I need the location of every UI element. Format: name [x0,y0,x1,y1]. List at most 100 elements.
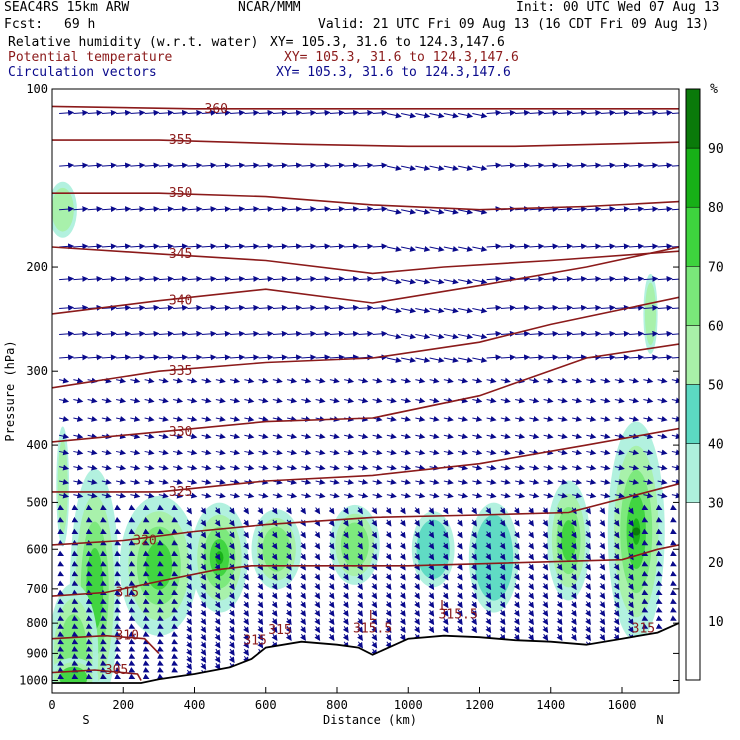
wind-vector [300,583,306,591]
wind-vector [599,633,606,641]
y-tick-label: 600 [26,542,48,556]
wind-vector [500,397,511,404]
theta-label-350: 350 [169,186,192,201]
wind-vector [585,542,591,550]
wind-vector [414,542,420,550]
wind-vector [57,598,65,604]
wind-vector [314,601,321,609]
wind-vector [186,633,192,641]
wind-vector [344,464,355,471]
wind-vector [629,304,645,311]
wind-vector [458,377,469,384]
wind-vector [73,464,84,471]
wind-vector [144,433,155,440]
wind-vector [613,601,620,609]
wind-vector [130,492,141,499]
wind-vector [230,492,241,499]
wind-vector [344,377,355,384]
wind-vector [300,633,306,641]
wind-vector [243,507,249,515]
wind-vector [357,553,363,561]
wind-vector [572,492,583,499]
wind-vector [443,112,459,119]
wind-vector [515,109,531,116]
wind-vector [586,377,597,384]
wind-vector [513,542,520,550]
wind-vector [142,539,150,546]
wind-vector [272,416,283,422]
wind-vector [386,377,397,384]
wind-vector [130,377,141,384]
wind-vector [142,516,150,523]
wind-vector [215,206,231,213]
wind-vector [572,206,588,213]
wind-vector [187,377,198,384]
wind-vector [443,449,454,456]
wind-vector [358,397,369,404]
colorbar-label: 40 [708,438,724,453]
wind-vector [485,563,492,571]
theta-line-335 [52,296,679,389]
wind-vector [372,449,383,456]
wind-vector [300,592,306,600]
wind-vector [87,354,103,361]
wind-vector [458,246,474,252]
wind-vector [187,162,203,169]
wind-vector [272,397,283,404]
wind-vector [287,330,303,337]
wind-vector [528,507,534,515]
wind-vector [543,492,554,499]
wind-vector [385,519,392,527]
wind-vector [443,278,459,285]
wind-vector [201,304,217,311]
colorbar-unit: % [710,82,718,97]
wind-vector [401,357,417,363]
wind-vector [428,618,435,626]
colorbar-frame [685,88,701,681]
wind-vector [585,609,591,617]
wind-vector [157,646,164,652]
wind-vector [386,492,397,499]
wind-vector [215,109,231,116]
theta-line-340 [52,246,679,315]
wind-vector [342,592,349,600]
wind-vector [344,275,360,282]
wind-vector [228,648,235,656]
wind-vector [271,626,278,634]
wind-vector [85,653,93,659]
wind-vector [142,570,150,577]
wind-vector [415,333,431,340]
wind-vector [73,449,84,456]
wind-vector [486,109,502,116]
wind-vector [443,377,454,384]
wind-vector [114,589,122,595]
wind-vector [657,275,673,282]
wind-vector [401,307,417,314]
wind-vector [627,542,634,550]
wind-vector [157,539,164,546]
wind-vector [415,357,431,363]
wind-vector [300,563,306,571]
wind-vector [643,243,659,250]
wind-vector [556,573,563,581]
wind-vector [258,449,269,456]
wind-vector [629,206,645,213]
theta-label-extra: 315.5 [439,607,478,622]
wind-vector [643,449,654,456]
wind-vector [515,449,526,456]
wind-vector [572,330,588,337]
wind-vector [287,397,298,404]
wind-vector [130,478,141,485]
wind-vector [244,109,260,116]
wind-vector [528,563,534,571]
wind-vector [372,464,383,471]
theta-line-360 [52,105,679,110]
wind-vector [415,397,426,404]
wind-vector [200,662,207,671]
wind-vector [570,542,577,550]
wind-vector [329,275,345,282]
wind-vector [429,397,440,404]
wind-vector [500,354,516,361]
wind-vector [442,542,449,550]
wind-vector [73,377,84,384]
